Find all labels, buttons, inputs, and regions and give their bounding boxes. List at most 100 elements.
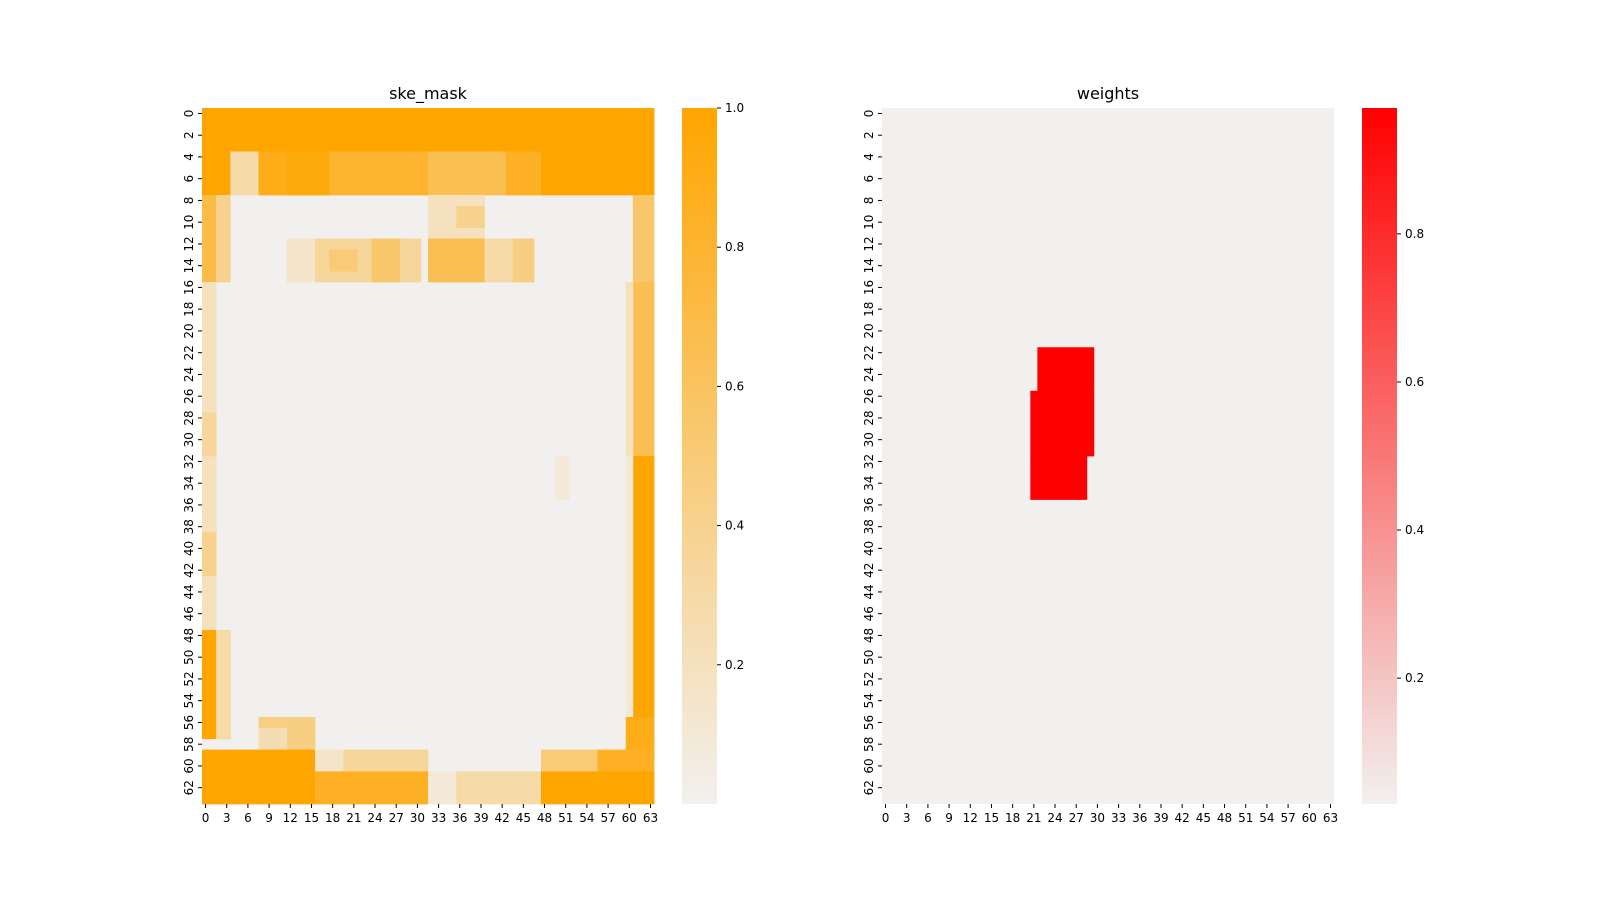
colorbar-tick-label: 0.6 [1405,375,1424,389]
heatmap-cell-block [329,151,429,196]
x-tick-label: 63 [643,811,658,825]
colorbar-tick-label: 0.4 [1405,523,1424,537]
y-tick-label: 26 [182,389,196,404]
heatmap-cell-block [541,749,598,772]
x-tick-label: 0 [882,811,890,825]
y-tick-label: 60 [182,758,196,773]
heatmap-cell-block [202,195,217,283]
y-tick-label: 10 [182,215,196,230]
heatmap-cell-block [216,630,231,740]
x-tick-label: 51 [1238,811,1253,825]
heatmap-cell-block [505,151,542,196]
colorbar-tick-label: 0.8 [725,240,744,254]
x-tick-label: 45 [1196,811,1211,825]
colorbar-gradient [682,108,717,804]
x-tick-label: 42 [495,811,510,825]
x-tick-label: 3 [903,811,911,825]
y-tick-label: 22 [862,345,876,360]
y-tick-label: 12 [182,236,196,251]
x-tick-label: 60 [622,811,637,825]
heatmap-cell-block [1030,456,1088,500]
colorbar: 0.2 0.4 0.6 0.8 [1362,108,1424,804]
heatmap-cells [882,108,1334,804]
heatmap-cell-block [428,151,507,196]
heatmap-cell-block [625,456,634,718]
y-axis: 0246810121416182022242628303234363840424… [862,110,882,795]
y-tick-label: 30 [862,432,876,447]
y-tick-label: 26 [862,389,876,404]
heatmap-cell-block [1030,390,1095,457]
y-tick-label: 6 [862,175,876,183]
colorbar-gradient [1362,108,1397,804]
y-tick-label: 10 [862,215,876,230]
colorbar-tick-label: 0.4 [725,519,744,533]
x-tick-label: 12 [283,811,298,825]
x-tick-label: 12 [963,811,978,825]
heatmap-cell-block [428,238,485,283]
heatmap-cell-block [555,456,570,500]
x-tick-label: 6 [924,811,932,825]
y-tick-label: 4 [862,153,876,161]
y-tick-label: 46 [862,606,876,621]
x-tick-label: 3 [223,811,231,825]
x-tick-label: 24 [367,811,382,825]
heatmap-cell-block [428,771,457,805]
colorbar-tick-label: 0.2 [725,658,744,672]
x-tick-label: 27 [389,811,404,825]
heatmap-cell-block [632,282,655,457]
y-tick-label: 60 [862,758,876,773]
ske-mask-panel: ske_mask 0 3 6 9 12 15 18 21 24 27 30 33 36 39 42 45 48 5… [182,84,744,825]
x-tick-label: 15 [304,811,319,825]
y-tick-label: 0 [182,110,196,118]
y-tick-label: 24 [862,367,876,382]
colorbar: 0.2 0.4 0.6 0.8 1.0 [682,101,744,804]
colorbar-tick-label: 0.2 [1405,671,1424,685]
y-tick-label: 62 [862,780,876,795]
heatmap-cell-block [541,151,655,196]
x-tick-label: 48 [1217,811,1232,825]
y-tick-label: 4 [182,153,196,161]
heatmap-cell-block [202,412,217,457]
heatmap-cell-block [286,151,330,196]
x-tick-label: 30 [1090,811,1105,825]
y-tick-label: 48 [862,628,876,643]
y-tick-label: 22 [182,345,196,360]
heatmap-cell-block [216,195,231,283]
y-tick-label: 54 [862,693,876,708]
heatmap-background [882,108,1334,804]
y-tick-label: 54 [182,693,196,708]
y-tick-label: 2 [862,131,876,139]
y-tick-label: 42 [862,563,876,578]
y-tick-label: 58 [182,737,196,752]
heatmap-cell-block [202,771,316,805]
y-tick-label: 34 [862,476,876,491]
x-tick-label: 18 [1005,811,1020,825]
heatmap-cell-block [632,195,655,283]
y-tick-label: 2 [182,131,196,139]
x-tick-label: 15 [984,811,999,825]
x-tick-label: 63 [1323,811,1338,825]
colorbar-tick-label: 0.6 [725,379,744,393]
heatmap-cell-block [456,771,542,805]
y-tick-label: 56 [182,715,196,730]
x-tick-label: 57 [1280,811,1295,825]
y-tick-label: 48 [182,628,196,643]
y-tick-label: 58 [862,737,876,752]
x-tick-label: 57 [600,811,615,825]
heatmap-cell-block [258,727,288,751]
x-tick-label: 9 [945,811,953,825]
x-tick-label: 39 [473,811,488,825]
y-tick-label: 8 [862,197,876,205]
y-tick-label: 38 [182,519,196,534]
y-tick-label: 36 [862,497,876,512]
colorbar-tick-label: 0.8 [1405,227,1424,241]
x-tick-label: 36 [452,811,467,825]
y-tick-label: 42 [182,563,196,578]
x-tick-label: 18 [325,811,340,825]
x-tick-label: 36 [1132,811,1147,825]
x-tick-label: 45 [516,811,531,825]
y-tick-label: 52 [182,671,196,686]
x-tick-label: 0 [202,811,210,825]
x-tick-label: 21 [1026,811,1041,825]
